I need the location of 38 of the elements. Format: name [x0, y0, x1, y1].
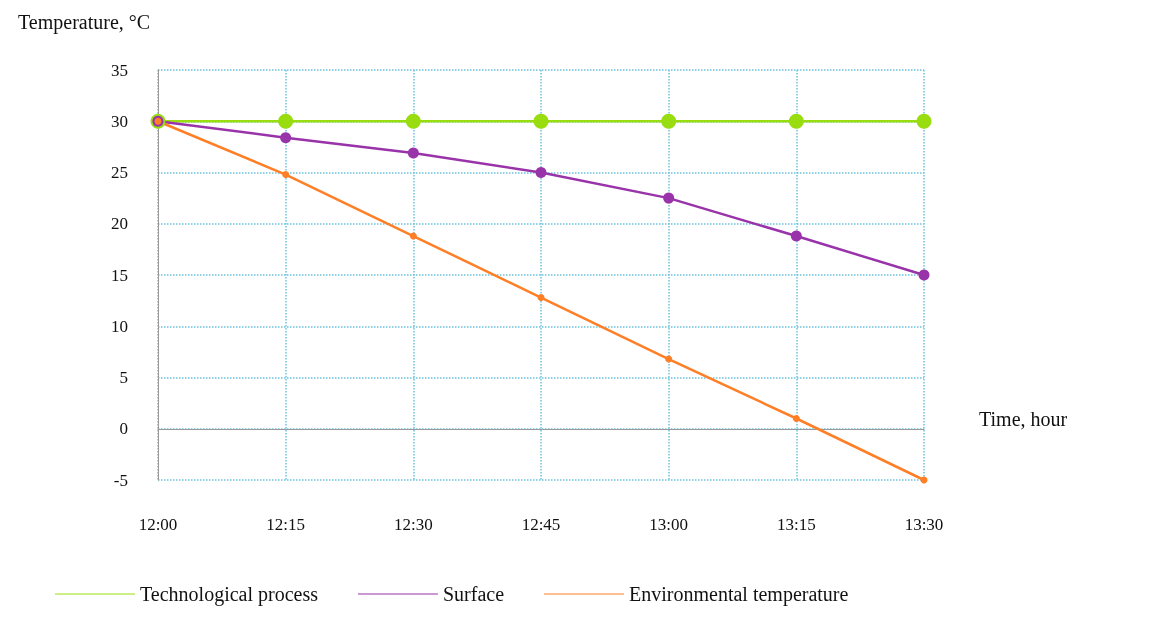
point — [535, 167, 547, 178]
y-tick-label: 0 — [119, 419, 128, 439]
point — [407, 147, 419, 159]
x-tick-label: 12:30 — [393, 515, 433, 534]
y-tick-label: 35 — [111, 60, 128, 80]
x-tick-label: 13:00 — [649, 515, 689, 534]
y-tick-label: 15 — [111, 265, 128, 285]
legend-label: Technological process — [140, 583, 319, 606]
point — [278, 113, 294, 129]
y-tick-label: 5 — [119, 368, 128, 387]
point — [790, 230, 802, 242]
point — [788, 113, 804, 129]
point — [792, 415, 800, 422]
x-tick-label: 12:15 — [266, 515, 306, 534]
x-axis-title: Time, hour — [979, 407, 1068, 430]
y-tick-label: 10 — [111, 316, 128, 336]
y-tick-label: 30 — [111, 111, 128, 131]
point — [537, 294, 545, 302]
point — [533, 113, 549, 129]
point — [661, 113, 677, 129]
x-tick-label: 13:30 — [904, 515, 944, 534]
point — [663, 192, 675, 204]
point — [405, 113, 421, 129]
legend-label: Environmental temperature — [629, 583, 849, 606]
point — [916, 113, 932, 129]
point — [282, 171, 290, 179]
x-tick-label: 12:45 — [521, 515, 561, 534]
legend-label: Surface — [442, 583, 505, 605]
point — [918, 269, 930, 281]
x-tick-label: 12:00 — [138, 515, 178, 534]
point — [280, 132, 292, 144]
y-axis-title: Temperature, °C — [18, 11, 151, 34]
x-tick-label: 13:15 — [776, 515, 816, 534]
point — [665, 355, 673, 363]
y-tick-label: 20 — [111, 214, 128, 234]
point — [409, 232, 417, 240]
y-tick-label: 25 — [111, 163, 128, 182]
y-tick-label: -5 — [113, 470, 128, 490]
